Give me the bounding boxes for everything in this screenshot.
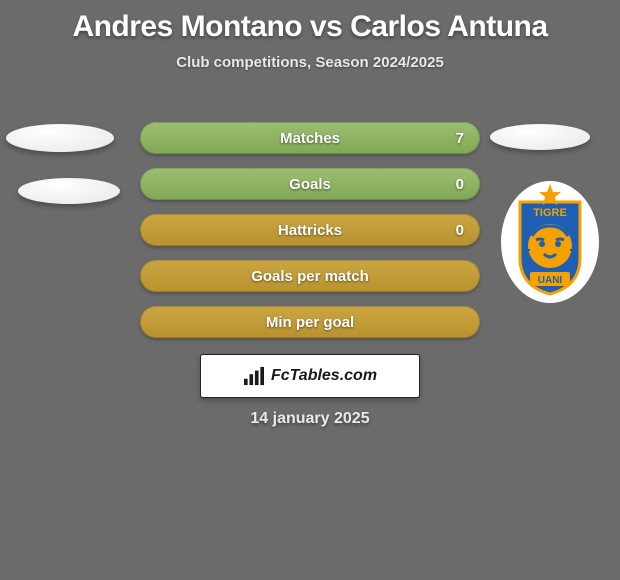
stat-label: Goals per match xyxy=(140,260,480,292)
stat-value: 7 xyxy=(456,122,464,154)
right-player-badge xyxy=(490,124,590,150)
stat-label: Goals xyxy=(140,168,480,200)
stat-row: Goals0 xyxy=(140,168,480,200)
left-player-badge-2 xyxy=(18,178,120,204)
stat-row: Min per goal xyxy=(140,306,480,338)
team-crest: TIGRE UANI xyxy=(500,180,600,304)
page-title: Andres Montano vs Carlos Antuna xyxy=(0,0,620,44)
stats-container: Matches7Goals0Hattricks0Goals per matchM… xyxy=(140,122,480,352)
stat-label: Hattricks xyxy=(140,214,480,246)
stat-row: Hattricks0 xyxy=(140,214,480,246)
brand-bars-icon xyxy=(243,366,265,386)
stat-value: 0 xyxy=(456,168,464,200)
brand-text: FcTables.com xyxy=(271,367,377,385)
stat-row: Matches7 xyxy=(140,122,480,154)
stat-label: Min per goal xyxy=(140,306,480,338)
stat-row: Goals per match xyxy=(140,260,480,292)
date-label: 14 january 2025 xyxy=(0,410,620,428)
page-subtitle: Club competitions, Season 2024/2025 xyxy=(0,54,620,71)
tigres-crest-icon: TIGRE UANI xyxy=(500,180,600,304)
brand-box: FcTables.com xyxy=(200,354,420,398)
crest-text-top: TIGRE xyxy=(533,207,567,219)
left-player-badge-1 xyxy=(6,124,114,152)
stat-label: Matches xyxy=(140,122,480,154)
stat-value: 0 xyxy=(456,214,464,246)
crest-text-bottom: UANI xyxy=(538,275,563,286)
